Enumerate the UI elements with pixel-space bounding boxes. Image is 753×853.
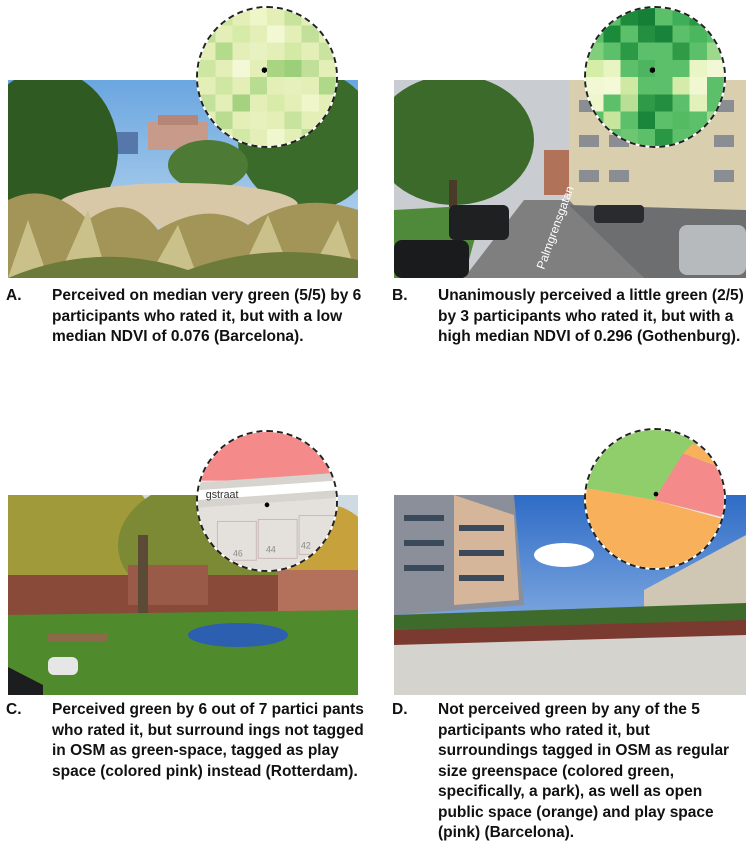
ndvi-circle-b [584, 6, 726, 148]
panel-d: D. Not perceived green by any of the 5 p… [392, 420, 752, 850]
caption-text: Perceived green by 6 out of 7 partici pa… [52, 701, 364, 780]
house-number: 44 [266, 545, 276, 555]
osm-circle-d [584, 428, 726, 570]
caption-b: B. Unanimously perceived a little green … [392, 286, 752, 348]
caption-text: Unanimously perceived a little green (2/… [438, 287, 744, 345]
caption-letter: B. [392, 287, 408, 304]
panel-c: gstraat 46 44 42 C. Perceived green by 6… [6, 420, 366, 850]
caption-letter: D. [392, 701, 408, 718]
caption-a: A. Perceived on median very green (5/5) … [6, 286, 366, 348]
caption-letter: A. [6, 287, 22, 304]
caption-d: D. Not perceived green by any of the 5 p… [392, 700, 752, 844]
panel-b: Palmgrensgatan B. Unanimously pe [392, 0, 752, 380]
osm-circle-c: gstraat 46 44 42 [196, 430, 338, 572]
caption-text: Perceived on median very green (5/5) by … [52, 287, 362, 345]
street-photo-c [8, 495, 358, 695]
house-number: 46 [233, 548, 243, 558]
house-number: 42 [301, 541, 311, 551]
ndvi-circle-a [196, 6, 338, 148]
caption-text: Not perceived green by any of the 5 part… [438, 701, 730, 841]
osm-street-label: gstraat [206, 489, 239, 501]
panel-a: A. Perceived on median very green (5/5) … [6, 0, 366, 380]
caption-c: C. Perceived green by 6 out of 7 partici… [6, 700, 366, 782]
caption-letter: C. [6, 701, 22, 718]
